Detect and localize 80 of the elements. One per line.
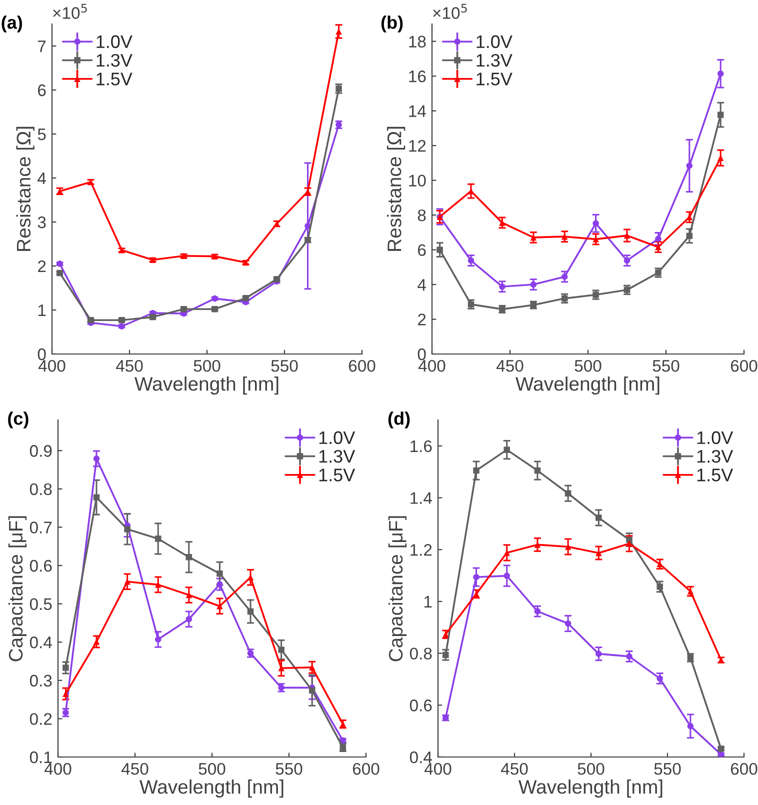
y-tick-label: 1.6: [410, 440, 432, 452]
x-tick-label: 450: [116, 360, 143, 372]
x-tick-label: 550: [271, 360, 298, 372]
x-axis-title: Wavelength [nm]: [518, 779, 662, 798]
y-tick-label: 0.8: [30, 483, 52, 496]
y-tick-label: 0.8: [410, 648, 432, 660]
y-tick-label: 1.2: [410, 544, 432, 556]
legend-label: 1.3V: [476, 54, 512, 67]
x-tick-label: 600: [730, 360, 758, 372]
x-tick-label: 500: [198, 762, 226, 775]
y-tick-label: 1: [424, 596, 432, 608]
x-tick-label: 500: [574, 360, 602, 372]
x-tick-label: 550: [276, 762, 302, 775]
text: (c): [8, 412, 28, 428]
legend-label: 1.5V: [697, 468, 734, 482]
y-axis-title: Capacitance [μF]: [388, 516, 406, 662]
y-tick-label: 0.7: [30, 522, 52, 534]
y-axis-title: Resistance [Ω]: [387, 126, 406, 251]
y-tick-label: 0.2: [30, 713, 52, 725]
y-tick-label: 1: [38, 304, 46, 316]
y-tick-label: 10: [409, 174, 426, 187]
text: ×10$^{5}$: [53, 4, 87, 19]
y-tick-label: 3: [38, 216, 46, 228]
y-tick-label: 0.4: [30, 636, 52, 648]
x-tick-label: 550: [654, 762, 681, 775]
y-tick-label: 2: [38, 260, 46, 272]
x-tick-label: 500: [578, 762, 604, 775]
text: (b): [381, 16, 403, 32]
legend-label: 1.5V: [96, 72, 132, 86]
x-tick-label: 400: [38, 360, 66, 372]
x-axis-title: Wavelength [nm]: [134, 376, 278, 395]
legend-label: 1.5V: [476, 72, 512, 86]
x-tick-label: 450: [500, 762, 528, 775]
x-tick-label: 600: [352, 762, 380, 775]
legend-label: 1.0V: [476, 35, 512, 48]
legend-label: 1.3V: [319, 450, 356, 463]
y-tick-label: 5: [38, 128, 46, 140]
legend-label: 1.3V: [697, 450, 734, 463]
y-tick-label: 0: [418, 348, 426, 360]
x-tick-label: 600: [730, 762, 758, 775]
y-tick-label: 14: [409, 105, 426, 117]
y-tick-label: 6: [38, 84, 46, 96]
text: (d): [388, 412, 410, 428]
y-axis-title: Resistance [Ω]: [16, 126, 34, 251]
y-tick-label: 16: [409, 70, 426, 82]
legend-label: 1.3V: [96, 54, 132, 67]
x-tick-label: 400: [44, 762, 72, 775]
y-tick-label: 18: [409, 36, 426, 48]
x-tick-label: 400: [418, 360, 446, 372]
x-tick-label: 550: [652, 360, 680, 372]
y-tick-label: 0.5: [30, 598, 52, 610]
x-tick-label: 400: [424, 762, 452, 775]
y-tick-label: 4: [38, 172, 46, 184]
y-tick-label: 12: [409, 140, 426, 152]
y-tick-label: 0.9: [30, 445, 52, 457]
x-axis-title: Wavelength [nm]: [516, 376, 660, 395]
legend-label: 1.5V: [319, 468, 356, 482]
x-tick-label: 450: [121, 762, 148, 775]
y-tick-label: 0: [38, 348, 46, 360]
x-tick-label: 450: [496, 360, 524, 372]
y-tick-label: 0.3: [30, 674, 52, 687]
y-axis-title: Capacitance [μF]: [8, 516, 26, 662]
y-tick-label: 6: [418, 244, 426, 256]
legend-label: 1.0V: [96, 35, 132, 48]
x-tick-label: 600: [348, 360, 376, 372]
y-tick-label: 0.6: [30, 560, 52, 572]
y-tick-label: 8: [418, 209, 426, 222]
y-tick-label: 0.4: [410, 751, 432, 764]
x-tick-label: 500: [194, 360, 220, 372]
text: ×10$^{5}$: [433, 4, 467, 19]
y-tick-label: 4: [418, 279, 426, 291]
y-tick-label: 0.1: [30, 751, 52, 764]
y-tick-label: 2: [418, 314, 426, 326]
legend-label: 1.0V: [319, 431, 356, 444]
text: (a): [2, 16, 22, 32]
y-tick-label: 1.4: [410, 492, 432, 504]
legend-label: 1.0V: [697, 431, 734, 444]
x-axis-title: Wavelength [nm]: [140, 779, 284, 798]
y-tick-label: 7: [38, 40, 46, 52]
y-tick-label: 0.6: [410, 700, 432, 712]
